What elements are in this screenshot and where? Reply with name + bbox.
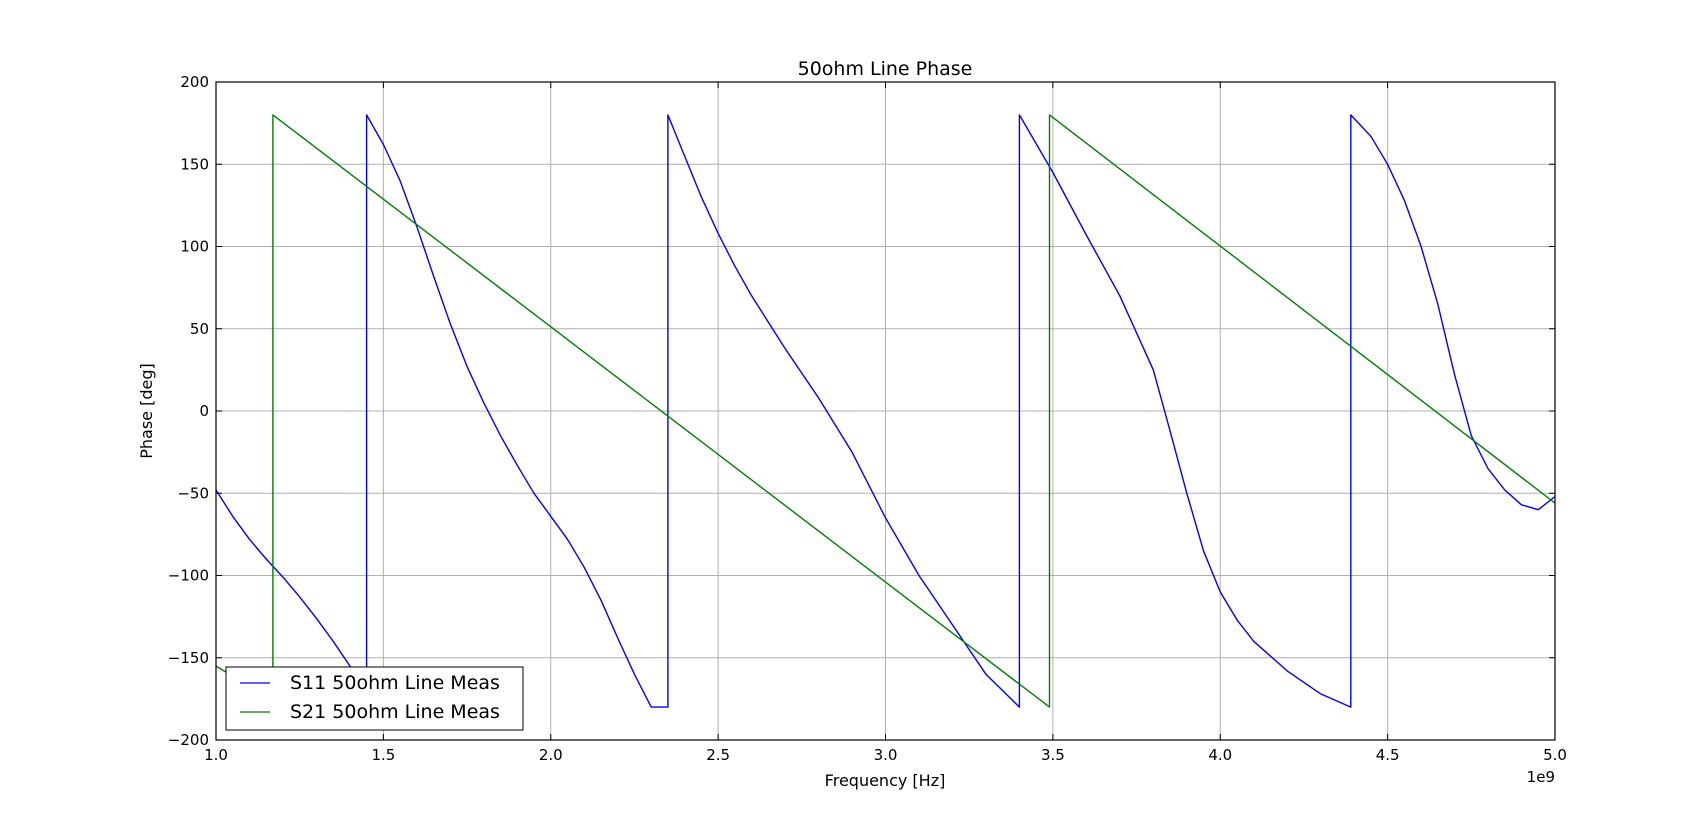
y-tick-label: −100 [168, 567, 209, 585]
x-tick-label: 3.5 [1041, 746, 1065, 764]
x-tick-label: 3.0 [874, 746, 898, 764]
chart-title: 50ohm Line Phase [798, 58, 973, 80]
y-tick-label: 50 [190, 320, 209, 338]
legend-label-s11: S11 50ohm Line Meas [290, 672, 500, 694]
tick-labels: 1.0 1.5 2.0 2.5 3.0 3.5 4.0 4.5 5.0 −200 −150 −100 −… [168, 73, 1567, 764]
tick-marks [215, 81, 1556, 741]
y-axis-label: Phase [deg] [137, 363, 156, 459]
legend-box [225, 666, 524, 731]
y-tick-label: 0 [199, 402, 209, 420]
legend-label-s21: S21 50ohm Line Meas [290, 701, 500, 723]
x-tick-label: 4.0 [1208, 746, 1232, 764]
y-tick-label: 200 [180, 73, 209, 91]
x-tick-label: 1.5 [371, 746, 395, 764]
x-tick-label: 2.0 [539, 746, 563, 764]
x-offset-label: 1e9 [1527, 768, 1555, 786]
x-tick-label: 5.0 [1543, 746, 1567, 764]
legend: S11 50ohm Line Meas S21 50ohm Line Meas [225, 666, 524, 731]
x-tick-label: 2.5 [706, 746, 730, 764]
y-tick-label: 150 [180, 155, 209, 173]
x-tick-label: 4.5 [1376, 746, 1400, 764]
x-tick-label: 1.0 [204, 746, 228, 764]
y-tick-label: 100 [180, 238, 209, 256]
x-axis-label: Frequency [Hz] [825, 771, 946, 790]
series-line-s11 [216, 114, 1555, 708]
y-tick-label: −200 [168, 731, 209, 749]
y-tick-label: −50 [177, 484, 209, 502]
y-tick-label: −150 [168, 649, 209, 667]
